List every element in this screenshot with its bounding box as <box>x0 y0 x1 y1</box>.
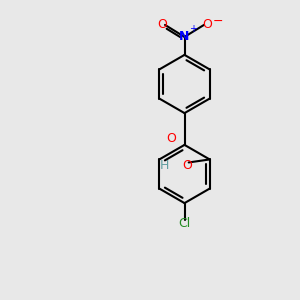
Text: O: O <box>157 18 167 32</box>
Text: O: O <box>182 159 192 172</box>
Text: O: O <box>166 132 176 145</box>
Text: O: O <box>202 18 212 32</box>
Text: −: − <box>212 15 223 28</box>
Text: Cl: Cl <box>178 217 190 230</box>
Text: N: N <box>179 30 190 44</box>
Text: +: + <box>190 24 197 34</box>
Text: H: H <box>160 159 169 172</box>
